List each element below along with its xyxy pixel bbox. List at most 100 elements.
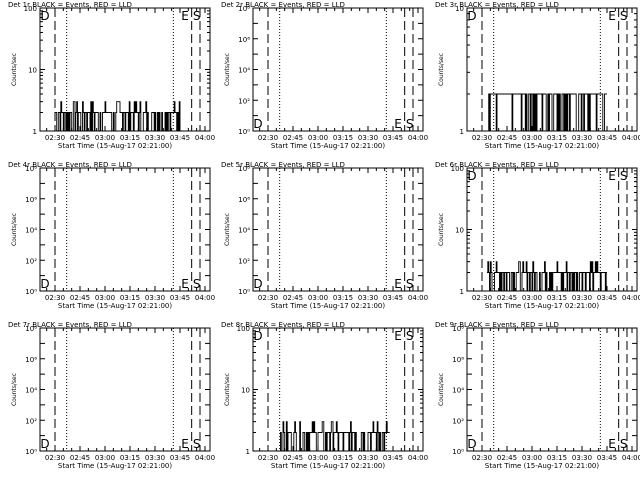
y-tick-label: 10⁸ xyxy=(25,165,37,173)
x-tick-label: 03:00 xyxy=(95,294,115,302)
x-tick-label: 03:15 xyxy=(120,134,140,142)
y-tick-label: 10 xyxy=(455,227,464,235)
chart-panel-det9r: Det 9r BLACK = Events, RED = LLD 10⁰ 10² 10… xyxy=(435,321,640,470)
x-axis-label: Start Time (15-Aug-17 02:21:00) xyxy=(58,142,172,150)
event-marker-S: S xyxy=(620,437,628,451)
x-axis-label: Start Time (15-Aug-17 02:21:00) xyxy=(485,462,599,470)
x-tick-label: 03:45 xyxy=(170,294,190,302)
x-tick-label: 03:30 xyxy=(572,454,592,462)
x-tick-label: 03:30 xyxy=(358,134,378,142)
x-tick-label: 02:45 xyxy=(283,294,303,302)
event-marker-D: D xyxy=(40,277,49,291)
panel-title: Det 7r BLACK = Events, RED = LLD xyxy=(8,321,132,329)
y-axis-label: Counts/sec xyxy=(224,213,231,246)
x-axis-label: Start Time (15-Aug-17 02:21:00) xyxy=(271,302,385,310)
event-marker-S: S xyxy=(406,329,414,343)
y-tick-label: 10⁴ xyxy=(25,387,37,395)
plot-frame xyxy=(252,7,424,132)
x-tick-label: 03:15 xyxy=(333,454,353,462)
chart-panel-det5r: Det 5r BLACK = Events, RED = LLD 10⁰ 10² 10… xyxy=(221,161,428,310)
event-marker-E: E xyxy=(181,277,189,291)
x-tick-label: 04:00 xyxy=(408,454,428,462)
event-marker-E: E xyxy=(608,169,616,183)
y-tick-label: 1 xyxy=(33,128,37,136)
x-tick-label: 02:45 xyxy=(497,134,517,142)
panel-title: Det 9r BLACK = Events, RED = LLD xyxy=(435,321,559,329)
event-marker-S: S xyxy=(620,169,628,183)
event-marker-S: S xyxy=(193,437,201,451)
event-marker-E: E xyxy=(394,117,402,131)
y-tick-label: 10² xyxy=(238,97,250,105)
chart-panel-det2r: Det 2r BLACK = Events, RED = LLD 10⁰ 10² 10… xyxy=(221,1,428,150)
panel-title: Det 4r BLACK = Events, RED = LLD xyxy=(8,161,132,169)
event-marker-E: E xyxy=(181,9,189,23)
x-tick-label: 04:00 xyxy=(622,454,640,462)
x-tick-label: 03:45 xyxy=(383,294,403,302)
x-tick-label: 03:45 xyxy=(383,454,403,462)
event-marker-D: D xyxy=(467,169,476,183)
event-marker-D: D xyxy=(253,277,262,291)
x-tick-label: 02:45 xyxy=(70,454,90,462)
event-marker-E: E xyxy=(608,437,616,451)
x-tick-label: 03:00 xyxy=(522,294,542,302)
x-tick-label: 03:30 xyxy=(358,454,378,462)
y-tick-label: 10 xyxy=(241,387,250,395)
y-axis-label: Counts/sec xyxy=(11,373,18,406)
y-tick-label: 10⁴ xyxy=(25,227,37,235)
y-tick-label: 10 xyxy=(455,5,464,13)
event-marker-E: E xyxy=(181,437,189,451)
x-axis-label: Start Time (15-Aug-17 02:21:00) xyxy=(58,302,172,310)
x-tick-label: 02:45 xyxy=(283,454,303,462)
y-tick-label: 10⁶ xyxy=(25,356,37,364)
x-tick-label: 04:00 xyxy=(622,294,640,302)
y-tick-label: 10⁰ xyxy=(25,448,37,456)
y-tick-label: 100 xyxy=(237,325,250,333)
event-marker-D: D xyxy=(40,437,49,451)
event-marker-D: D xyxy=(40,9,49,23)
y-tick-label: 1 xyxy=(246,448,250,456)
x-tick-label: 03:30 xyxy=(572,294,592,302)
plot-frame xyxy=(39,327,211,452)
event-marker-D: D xyxy=(467,9,476,23)
x-tick-label: 04:00 xyxy=(195,294,215,302)
event-marker-S: S xyxy=(406,117,414,131)
x-tick-label: 04:00 xyxy=(408,294,428,302)
x-tick-label: 03:45 xyxy=(597,454,617,462)
x-tick-label: 03:15 xyxy=(547,454,567,462)
y-tick-label: 10 xyxy=(28,67,37,75)
x-axis-label: Start Time (15-Aug-17 02:21:00) xyxy=(58,462,172,470)
count-rate-series xyxy=(487,93,607,132)
plot-frame xyxy=(39,167,211,292)
x-tick-label: 04:00 xyxy=(622,134,640,142)
x-axis-label: Start Time (15-Aug-17 02:21:00) xyxy=(271,462,385,470)
x-tick-label: 02:30 xyxy=(45,294,65,302)
panel-title: Det 6r BLACK = Events, RED = LLD xyxy=(435,161,559,169)
y-axis-label: Counts/sec xyxy=(438,213,445,246)
event-marker-S: S xyxy=(193,277,201,291)
y-tick-label: 10⁸ xyxy=(238,5,250,13)
x-tick-label: 03:00 xyxy=(95,454,115,462)
y-tick-label: 10⁰ xyxy=(238,288,250,296)
event-marker-S: S xyxy=(406,277,414,291)
chart-panel-det1r: Det 1r BLACK = Events, RED = LLD 1 10 100 Co… xyxy=(8,1,215,150)
x-tick-label: 03:30 xyxy=(358,294,378,302)
x-tick-label: 02:30 xyxy=(472,294,492,302)
plot-frame xyxy=(466,327,638,452)
x-tick-label: 03:30 xyxy=(145,134,165,142)
x-tick-label: 03:00 xyxy=(522,454,542,462)
y-tick-label: 10² xyxy=(25,417,37,425)
y-tick-label: 10⁴ xyxy=(238,227,250,235)
y-tick-label: 10⁶ xyxy=(238,196,250,204)
panel-title: Det 5r BLACK = Events, RED = LLD xyxy=(221,161,345,169)
x-tick-label: 03:00 xyxy=(522,134,542,142)
x-tick-label: 02:30 xyxy=(472,454,492,462)
x-tick-label: 03:45 xyxy=(170,454,190,462)
y-tick-label: 10⁸ xyxy=(452,325,464,333)
x-axis-label: Start Time (15-Aug-17 02:21:00) xyxy=(271,142,385,150)
y-tick-label: 10⁶ xyxy=(25,196,37,204)
count-rate-series xyxy=(55,101,181,132)
x-tick-label: 02:45 xyxy=(283,134,303,142)
panel-title: Det 2r BLACK = Events, RED = LLD xyxy=(221,1,345,9)
chart-panel-det7r: Det 7r BLACK = Events, RED = LLD 10⁰ 10² 10… xyxy=(8,321,215,470)
